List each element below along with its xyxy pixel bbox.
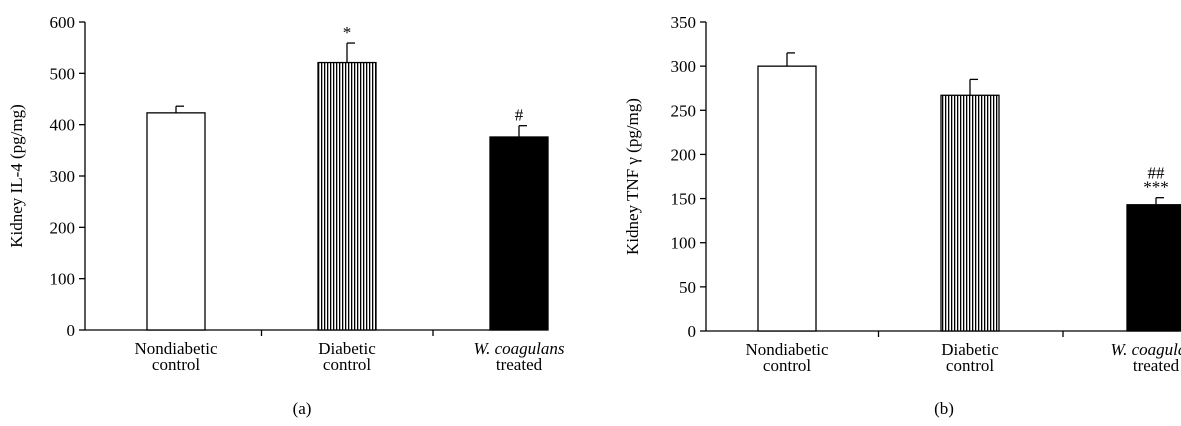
y-axis-title: Kidney TNF γ (pg/mg): [623, 98, 642, 255]
y-tick-label: 400: [50, 116, 76, 135]
x-category-label: treated: [1133, 356, 1180, 375]
significance-marker: ##: [1148, 164, 1166, 183]
y-tick-label: 600: [50, 13, 76, 32]
bar: [490, 137, 548, 330]
y-tick-label: 300: [671, 57, 697, 76]
y-tick-label: 150: [671, 190, 697, 209]
y-tick-label: 200: [50, 218, 76, 237]
x-category-label: control: [946, 356, 994, 375]
x-category-label: treated: [496, 355, 543, 374]
bar: [318, 63, 376, 330]
y-tick-label: 0: [67, 321, 76, 340]
bar: [941, 95, 999, 331]
bar: [1127, 205, 1181, 331]
x-category-label: control: [323, 355, 371, 374]
bar: [758, 66, 816, 331]
significance-marker: #: [515, 106, 524, 125]
y-tick-label: 350: [671, 13, 697, 32]
panel-label: (b): [934, 399, 954, 418]
bar: [147, 113, 205, 330]
y-tick-label: 100: [50, 270, 76, 289]
panel-label: (a): [293, 399, 312, 418]
y-tick-label: 0: [688, 322, 697, 341]
y-tick-label: 300: [50, 167, 76, 186]
chart-panel-b: 0 50 100 150 200 250 300 350 Kidney TNF γ (pg/mg…: [623, 13, 1181, 418]
y-tick-label: 200: [671, 145, 697, 164]
x-category-label: control: [152, 355, 200, 374]
y-tick-label: 50: [679, 278, 696, 297]
y-tick-label: 250: [671, 101, 697, 120]
y-tick-label: 100: [671, 234, 697, 253]
y-axis-title: Kidney IL-4 (pg/mg): [7, 104, 26, 248]
significance-marker: *: [343, 23, 352, 42]
y-tick-label: 500: [50, 64, 76, 83]
x-category-label: control: [763, 356, 811, 375]
